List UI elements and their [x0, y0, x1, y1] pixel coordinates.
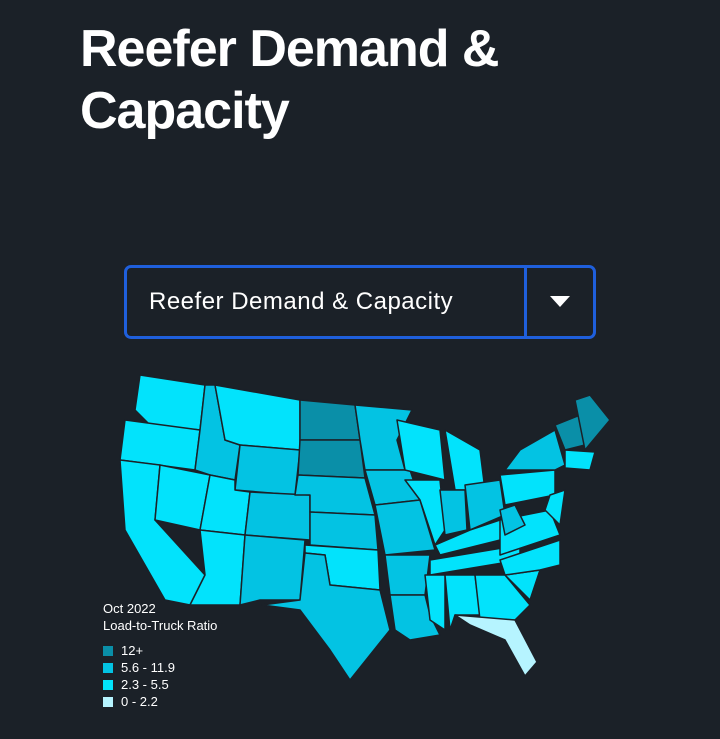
state — [309, 511, 379, 551]
legend-item: 0 - 2.2 — [103, 693, 217, 710]
state — [239, 534, 306, 606]
legend-label: 5.6 - 11.9 — [121, 660, 175, 675]
legend-label: 2.3 - 5.5 — [121, 677, 169, 692]
legend-swatch — [103, 679, 113, 690]
state — [424, 574, 446, 631]
state — [214, 384, 301, 451]
legend-items: 12+ 5.6 - 11.9 2.3 - 5.5 0 - 2.2 — [103, 642, 217, 710]
state — [134, 374, 206, 431]
page-title: Reefer Demand & Capacity — [80, 20, 499, 140]
legend-item: 2.3 - 5.5 — [103, 676, 217, 693]
state — [299, 399, 361, 441]
state — [454, 614, 538, 677]
state — [384, 554, 431, 596]
legend-item: 12+ — [103, 642, 217, 659]
state — [499, 539, 561, 576]
state — [234, 444, 301, 496]
legend-item: 5.6 - 11.9 — [103, 659, 217, 676]
state — [396, 419, 446, 481]
legend-swatch — [103, 696, 113, 707]
state — [499, 469, 556, 506]
dropdown[interactable]: Reefer Demand & Capacity — [124, 265, 596, 339]
legend-subtitle: Load-to-Truck Ratio — [103, 618, 218, 633]
state — [444, 574, 481, 631]
state — [297, 439, 366, 479]
state — [189, 529, 246, 606]
legend-swatch — [103, 645, 113, 656]
state — [404, 479, 446, 546]
legend: Oct 2022 Load-to-Truck Ratio 12+ 5.6 - 11… — [103, 600, 217, 710]
dropdown-toggle[interactable] — [524, 268, 593, 336]
legend-swatch — [103, 662, 113, 673]
legend-label: 12+ — [121, 643, 144, 658]
state — [244, 491, 311, 541]
state — [564, 449, 596, 471]
dropdown-selected: Reefer Demand & Capacity — [149, 288, 454, 315]
state — [499, 504, 526, 536]
caret-icon — [550, 296, 570, 307]
state — [474, 574, 531, 621]
state — [374, 499, 436, 556]
state — [261, 552, 391, 681]
state — [439, 489, 468, 536]
state — [444, 429, 486, 491]
us-map — [119, 374, 611, 681]
state — [389, 594, 441, 641]
legend-label: 0 - 2.2 — [121, 694, 158, 709]
state — [544, 489, 566, 526]
state — [504, 429, 566, 471]
state — [574, 394, 611, 451]
legend-title: Oct 2022 — [103, 601, 156, 616]
